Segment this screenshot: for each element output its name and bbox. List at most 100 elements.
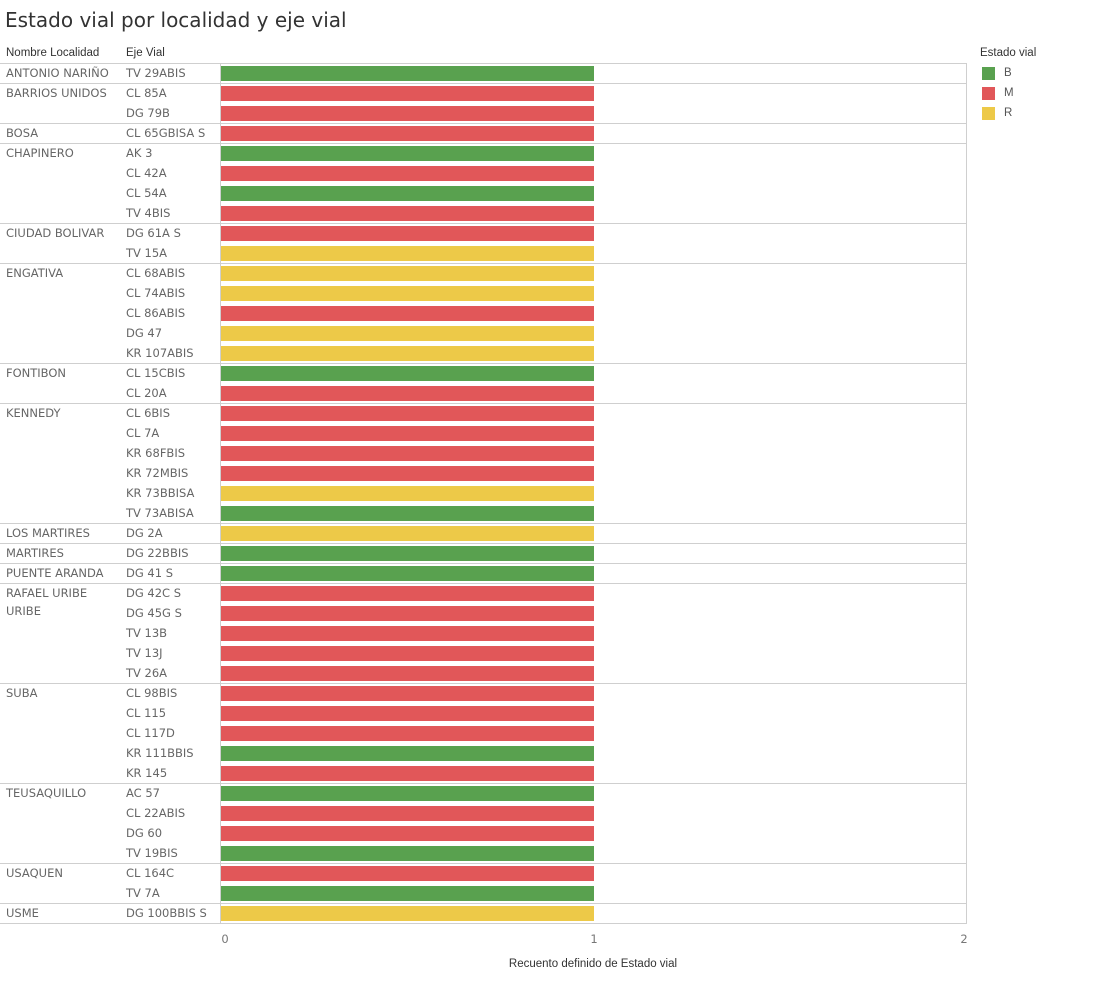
localidad-label: CIUDAD BOLIVAR — [6, 226, 104, 240]
bar-r — [220, 906, 594, 921]
eje-vial-label: CL 98BIS — [126, 686, 177, 700]
bar-m — [220, 306, 594, 321]
eje-vial-label: KR 72MBIS — [126, 466, 188, 480]
eje-vial-label: DG 61A S — [126, 226, 181, 240]
eje-vial-label: TV 19BIS — [125, 846, 178, 860]
bar-m — [220, 826, 594, 841]
eje-vial-label: AK 3 — [126, 146, 152, 160]
eje-vial-label: CL 115 — [126, 706, 166, 720]
legend-label-b: B — [1004, 67, 1012, 79]
legend-item-m[interactable]: M — [980, 83, 1036, 103]
legend-swatch-b — [982, 66, 995, 80]
localidad-label: BARRIOS UNIDOS — [6, 86, 107, 100]
eje-vial-label: CL 20A — [126, 386, 167, 400]
bar-r — [220, 486, 594, 501]
bar-r — [220, 246, 594, 261]
bar-m — [220, 126, 594, 141]
bar-m — [220, 606, 594, 621]
eje-vial-label: KR 73BBISA — [126, 486, 195, 500]
eje-vial-label: CL 85A — [126, 86, 167, 100]
bar-m — [220, 766, 594, 781]
eje-vial-label: CL 117D — [126, 726, 175, 740]
localidad-label: CHAPINERO — [6, 146, 74, 160]
localidad-label: USME — [6, 906, 39, 920]
bar-m — [220, 206, 594, 221]
eje-vial-label: KR 107ABIS — [126, 346, 194, 360]
localidad-label: FONTIBON — [6, 366, 66, 380]
bar-r — [220, 526, 594, 541]
bar-m — [220, 166, 594, 181]
bar-m — [220, 706, 594, 721]
legend-label-m: M — [1004, 87, 1014, 99]
x-tick-label: 2 — [960, 932, 967, 946]
eje-vial-label: TV 73ABISA — [125, 506, 194, 520]
bar-m — [220, 86, 594, 101]
bar-r — [220, 286, 594, 301]
eje-vial-label: KR 68FBIS — [126, 446, 185, 460]
localidad-label: RAFAEL URIBE — [6, 586, 87, 600]
eje-vial-label: CL 54A — [126, 186, 167, 200]
localidad-label: URIBE — [6, 604, 41, 618]
eje-vial-label: CL 68ABIS — [126, 266, 185, 280]
bar-m — [220, 686, 594, 701]
bar-b — [220, 366, 594, 381]
eje-vial-label: TV 15A — [125, 246, 167, 260]
eje-vial-label: CL 22ABIS — [126, 806, 185, 820]
legend-item-r[interactable]: R — [980, 103, 1036, 123]
localidad-label: USAQUEN — [6, 866, 63, 880]
eje-vial-label: DG 2A — [126, 526, 163, 540]
localidad-label: BOSA — [6, 126, 38, 140]
bar-m — [220, 226, 594, 241]
localidad-label: SUBA — [6, 686, 38, 700]
bar-b — [220, 506, 594, 521]
eje-vial-label: KR 145 — [126, 766, 167, 780]
legend-title: Estado vial — [980, 47, 1037, 59]
eje-vial-label: CL 86ABIS — [126, 306, 185, 320]
eje-vial-label: DG 100BBIS S — [126, 906, 207, 920]
bar-m — [220, 406, 594, 421]
bar-b — [220, 746, 594, 761]
bar-m — [220, 426, 594, 441]
eje-vial-label: DG 41 S — [126, 566, 173, 580]
legend-label-r: R — [1004, 107, 1013, 119]
localidad-label: KENNEDY — [6, 406, 62, 420]
eje-vial-label: TV 7A — [125, 886, 160, 900]
eje-vial-label: CL 7A — [126, 426, 159, 440]
bar-r — [220, 266, 594, 281]
localidad-label: TEUSAQUILLO — [5, 786, 86, 800]
legend-item-b[interactable]: B — [980, 63, 1036, 83]
x-tick-label: 1 — [590, 932, 597, 946]
eje-vial-label: DG 45G S — [126, 606, 182, 620]
bar-m — [220, 726, 594, 741]
bar-r — [220, 326, 594, 341]
localidad-label: LOS MARTIRES — [6, 526, 90, 540]
bar-m — [220, 586, 594, 601]
eje-vial-label: CL 164C — [126, 866, 174, 880]
localidad-label: ENGATIVA — [6, 266, 63, 280]
bar-b — [220, 546, 594, 561]
legend-swatch-m — [982, 86, 995, 100]
eje-vial-label: KR 111BBIS — [126, 746, 194, 760]
header-eje-vial: Eje Vial — [126, 47, 165, 59]
eje-vial-label: DG 42C S — [126, 586, 181, 600]
legend-swatch-r — [982, 106, 995, 120]
eje-vial-label: TV 13B — [125, 626, 167, 640]
header-nombre-localidad: Nombre Localidad — [6, 47, 100, 59]
bar-b — [220, 186, 594, 201]
bar-b — [220, 146, 594, 161]
bar-m — [220, 106, 594, 121]
localidad-label: MARTIRES — [6, 546, 64, 560]
eje-vial-label: TV 29ABIS — [125, 66, 186, 80]
bar-b — [220, 846, 594, 861]
bar-m — [220, 646, 594, 661]
x-axis-label: Recuento definido de Estado vial — [508, 958, 678, 970]
eje-vial-label: CL 6BIS — [126, 406, 170, 420]
bar-m — [220, 666, 594, 681]
bar-b — [220, 886, 594, 901]
eje-vial-label: DG 47 — [126, 326, 162, 340]
eje-vial-label: TV 26A — [125, 666, 167, 680]
bar-m — [220, 626, 594, 641]
bar-m — [220, 806, 594, 821]
eje-vial-label: DG 79B — [126, 106, 170, 120]
